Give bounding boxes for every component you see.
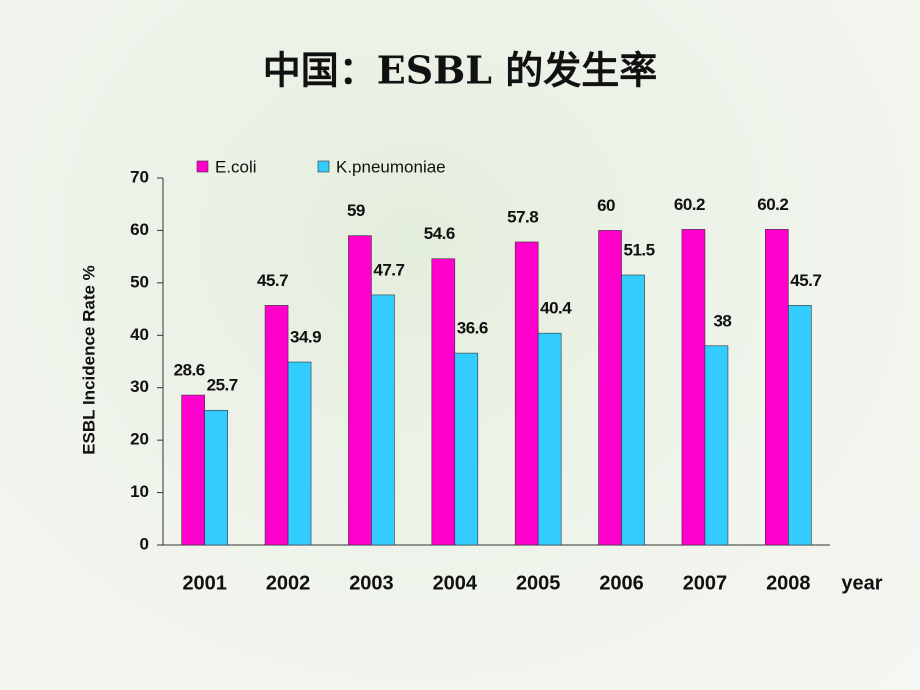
y-tick-label: 40	[130, 325, 149, 344]
bar	[204, 409, 228, 546]
legend-swatch	[196, 160, 209, 173]
data-label: 60	[597, 196, 615, 215]
legend-label: K.pneumoniae	[336, 157, 446, 176]
data-label: 59	[347, 201, 365, 220]
legend-label: E.coli	[215, 157, 257, 176]
x-tick-label: 2001	[182, 572, 227, 594]
bar	[287, 361, 312, 546]
data-label: 60.2	[757, 195, 788, 214]
data-label: 60.2	[674, 195, 705, 214]
chart-title: 中国：ESBL 的发生率	[263, 48, 657, 93]
bar	[431, 258, 456, 546]
y-axis-title: ESBL Incidence Rate %	[79, 265, 98, 455]
x-tick-label: 2006	[599, 572, 644, 594]
data-label: 38	[713, 311, 731, 330]
bar	[704, 345, 729, 546]
y-tick-label: 70	[130, 167, 149, 186]
x-tick-label: 2004	[433, 572, 478, 594]
y-tick-label: 20	[130, 430, 149, 449]
data-label: 40.4	[540, 299, 572, 318]
y-tick-label: 60	[130, 220, 149, 239]
x-tick-label: 2005	[516, 572, 561, 594]
bar	[348, 235, 372, 546]
bar	[454, 352, 479, 546]
x-axis-title: year	[841, 572, 882, 594]
data-label: 51.5	[624, 240, 655, 259]
x-tick-label: 2003	[349, 572, 394, 594]
y-tick-label: 30	[130, 377, 149, 396]
bar	[598, 230, 622, 546]
bar	[681, 229, 706, 546]
data-label: 34.9	[290, 328, 321, 347]
data-label: 57.8	[507, 207, 538, 226]
bar	[621, 274, 645, 546]
data-label: 25.7	[207, 376, 238, 395]
bar	[371, 294, 395, 546]
bar	[788, 305, 812, 546]
legend-swatch	[317, 160, 330, 173]
bar	[181, 394, 205, 546]
bar	[264, 305, 289, 546]
data-label: 36.6	[457, 319, 488, 338]
x-tick-label: 2002	[266, 572, 311, 594]
data-label: 28.6	[174, 361, 205, 380]
y-tick-label: 10	[130, 482, 149, 501]
bar	[537, 332, 562, 546]
data-label: 47.7	[373, 260, 404, 279]
x-tick-label: 2007	[683, 572, 728, 594]
data-label: 45.7	[790, 271, 821, 290]
y-tick-label: 0	[140, 534, 149, 553]
bar	[514, 241, 539, 546]
y-tick-label: 50	[130, 272, 149, 291]
data-label: 54.6	[424, 224, 455, 243]
bar	[765, 229, 789, 546]
x-tick-label: 2008	[766, 572, 811, 594]
data-label: 45.7	[257, 271, 288, 290]
